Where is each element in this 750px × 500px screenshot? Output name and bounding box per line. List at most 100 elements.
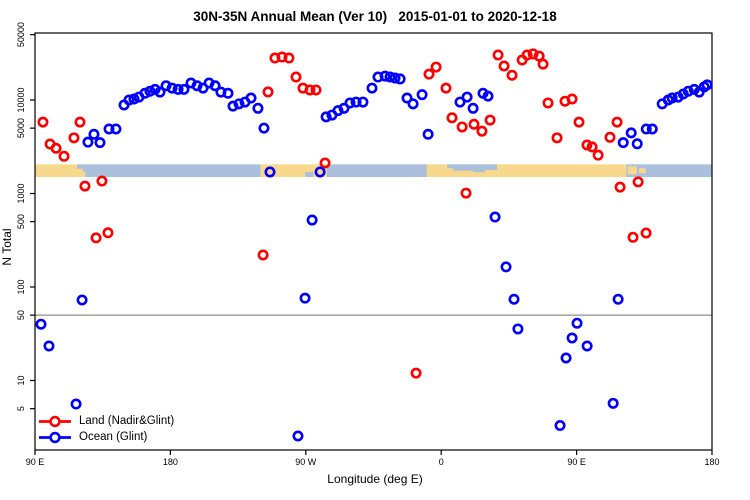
map-band-ocean-segment xyxy=(326,164,427,178)
data-point-ocean xyxy=(172,83,184,95)
legend-item-land: Land (Nadir&Glint) xyxy=(38,413,174,429)
data-point-land xyxy=(456,121,468,133)
x-tick-label: 90 W xyxy=(295,457,317,467)
data-point-ocean xyxy=(344,97,356,109)
data-point-land xyxy=(74,116,86,128)
data-point-ocean xyxy=(607,397,619,409)
data-point-ocean xyxy=(461,91,473,103)
data-point-land xyxy=(304,84,316,96)
data-point-land xyxy=(410,367,422,379)
data-point-ocean xyxy=(43,340,55,352)
data-point-ocean xyxy=(682,85,694,97)
data-point-ocean xyxy=(245,92,257,104)
data-point-ocean xyxy=(154,86,166,98)
data-point-ocean xyxy=(178,83,190,95)
data-point-ocean xyxy=(160,80,172,92)
data-point-ocean xyxy=(482,90,494,102)
data-point-land xyxy=(476,125,488,137)
data-point-ocean xyxy=(384,71,396,83)
data-point-land xyxy=(551,132,563,144)
x-tick-label: 0 xyxy=(439,457,444,467)
data-point-ocean xyxy=(299,292,311,304)
data-point-ocean xyxy=(35,318,47,330)
map-band-ocean-overlay xyxy=(305,171,314,178)
y-tick-label: 10000 xyxy=(16,87,26,112)
data-point-ocean xyxy=(357,96,369,108)
data-point-ocean xyxy=(209,80,221,92)
data-point-ocean xyxy=(88,128,100,140)
data-point-land xyxy=(492,49,504,61)
map-band-land-overlay xyxy=(639,168,646,174)
data-point-land xyxy=(542,97,554,109)
data-point-land xyxy=(468,118,480,130)
data-point-land xyxy=(102,227,114,239)
data-point-ocean xyxy=(512,323,524,335)
data-point-land xyxy=(262,86,274,98)
data-point-land xyxy=(506,69,518,81)
data-point-land xyxy=(58,150,70,162)
data-point-land xyxy=(96,175,108,187)
data-point-ocean xyxy=(554,420,566,432)
data-point-land xyxy=(484,114,496,126)
data-point-land xyxy=(604,131,616,143)
data-point-ocean xyxy=(454,96,466,108)
data-point-ocean xyxy=(401,92,413,104)
data-point-land xyxy=(310,84,322,96)
x-tick-label: 180 xyxy=(163,457,178,467)
map-band-land-segment xyxy=(35,164,83,178)
data-point-ocean xyxy=(631,138,643,150)
data-point-ocean xyxy=(701,79,713,91)
data-point-ocean xyxy=(144,85,156,97)
data-point-ocean xyxy=(123,94,135,106)
data-point-ocean xyxy=(258,122,270,134)
data-point-land xyxy=(586,141,598,153)
legend-marker-land-icon xyxy=(39,415,71,427)
map-band-ocean-overlay xyxy=(453,164,473,171)
data-point-land xyxy=(640,227,652,239)
data-point-ocean xyxy=(222,87,234,99)
legend-label-land: Land (Nadir&Glint) xyxy=(79,415,175,427)
data-point-ocean xyxy=(379,70,391,82)
y-tick-label: 500 xyxy=(16,214,26,229)
data-point-land xyxy=(423,68,435,80)
data-point-ocean xyxy=(320,111,332,123)
data-point-land xyxy=(632,176,644,188)
data-point-ocean xyxy=(292,430,304,442)
data-point-land xyxy=(592,149,604,161)
data-point-land xyxy=(68,132,80,144)
data-point-ocean xyxy=(666,92,678,104)
data-point-land xyxy=(446,112,458,124)
data-point-ocean xyxy=(416,89,428,101)
data-point-land xyxy=(460,187,472,199)
data-point-ocean xyxy=(306,214,318,226)
data-point-ocean xyxy=(489,211,501,223)
data-point-ocean xyxy=(227,100,239,112)
data-point-land xyxy=(430,61,442,73)
data-point-ocean xyxy=(508,293,520,305)
data-point-ocean xyxy=(350,96,362,108)
data-point-land xyxy=(573,116,585,128)
data-point-land xyxy=(440,82,452,94)
data-point-ocean xyxy=(366,82,378,94)
data-point-land xyxy=(527,48,539,60)
data-point-land xyxy=(627,231,639,243)
y-tick-label: 50 xyxy=(16,310,26,320)
map-band-ocean-overlay xyxy=(447,164,454,169)
legend-label-ocean: Ocean (Glint) xyxy=(79,431,148,443)
data-point-land xyxy=(537,58,549,70)
data-point-ocean xyxy=(422,128,434,140)
data-point-ocean xyxy=(560,352,572,364)
chart-title: 30N-35N Annual Mean (Ver 10) 2015-01-01 … xyxy=(193,9,557,24)
x-axis-title: Longitude (deg E) xyxy=(327,472,423,486)
data-point-land xyxy=(79,180,91,192)
map-band-ocean-segment xyxy=(82,164,261,178)
map-band-land-overlay xyxy=(627,166,637,175)
data-point-ocean xyxy=(70,398,82,410)
data-point-ocean xyxy=(82,136,94,148)
legend-item-ocean: Ocean (Glint) xyxy=(38,429,174,445)
data-point-ocean xyxy=(625,127,637,139)
y-axis-title: N Total xyxy=(0,228,14,266)
x-tick-label: 180 xyxy=(704,457,719,467)
